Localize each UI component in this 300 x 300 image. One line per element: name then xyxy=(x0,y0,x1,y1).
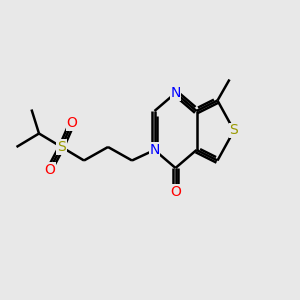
Text: O: O xyxy=(67,116,77,130)
Text: S: S xyxy=(57,140,66,154)
Text: O: O xyxy=(170,185,181,199)
Text: N: N xyxy=(170,86,181,100)
Text: N: N xyxy=(149,143,160,157)
Text: O: O xyxy=(44,163,55,176)
Text: S: S xyxy=(230,124,238,137)
